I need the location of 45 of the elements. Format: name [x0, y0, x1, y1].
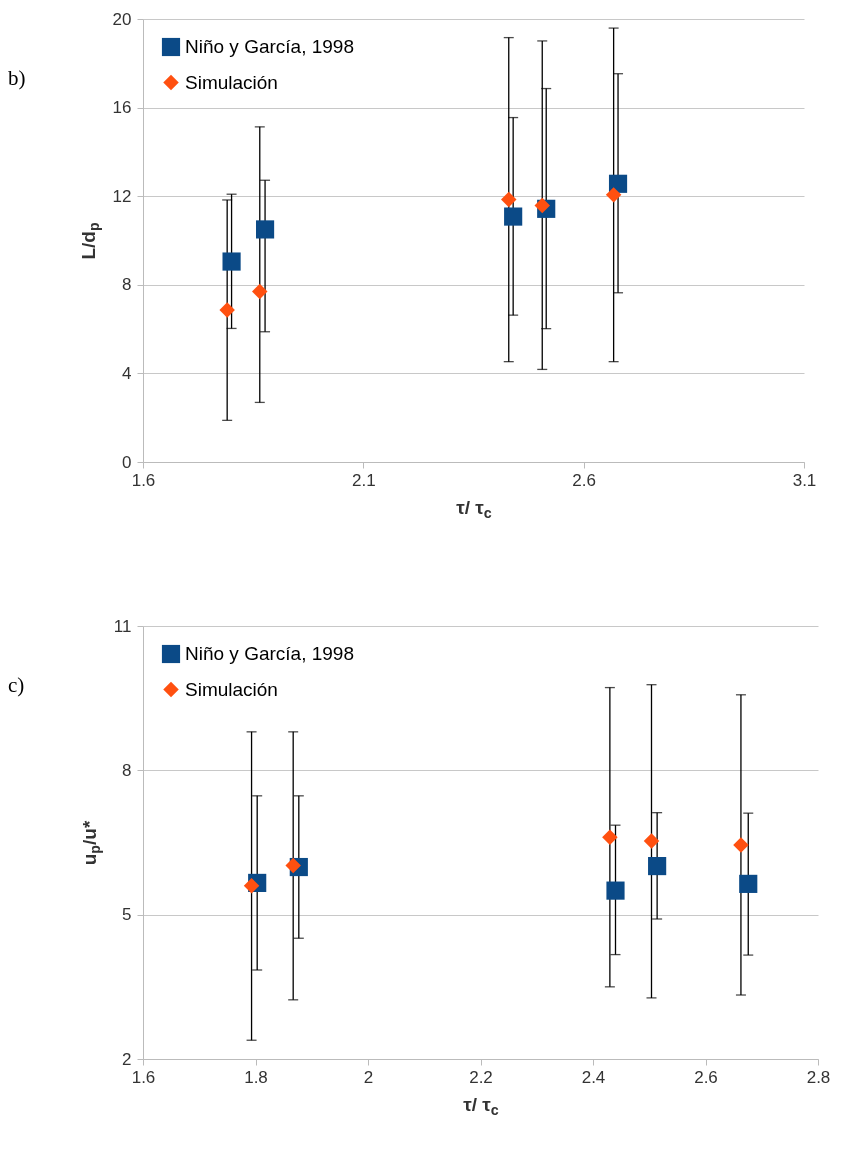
text: b): [8, 66, 26, 90]
x-tick-label: 2: [363, 1067, 374, 1087]
x-tick-label: 2.2: [469, 1067, 493, 1087]
point: [534, 197, 550, 214]
point: [606, 881, 625, 900]
x-tick-label: 1.8: [244, 1067, 268, 1087]
x-axis-title: τ/ τ$_{c}$: [456, 496, 492, 520]
y-tick-label: 12: [112, 186, 132, 206]
x-tick-label: 2.1: [352, 470, 376, 490]
x-tick-label: 2.6: [572, 470, 596, 490]
point: [219, 302, 235, 318]
y-tick-label: 0: [122, 452, 132, 472]
point: [222, 252, 241, 271]
point: [733, 837, 749, 853]
point: [602, 829, 618, 845]
point: [285, 857, 301, 874]
x-tick-label: 2.8: [806, 1067, 831, 1087]
legend-label: Simulación: [185, 678, 278, 700]
x-tick-label: 2.6: [694, 1067, 718, 1087]
point: [504, 207, 523, 226]
point: [739, 874, 758, 893]
x-tick-label: 2.4: [581, 1067, 606, 1087]
point: [243, 878, 260, 894]
legend-label: Niño y García, 1998: [185, 36, 354, 57]
x-tick-label: 3.1: [792, 470, 817, 490]
y-tick-label: 8: [122, 760, 132, 780]
y-tick-label: 8: [122, 275, 132, 295]
point: [252, 283, 268, 300]
point: [643, 833, 660, 849]
y-tick-label: 2: [122, 1049, 132, 1069]
point: [255, 220, 275, 239]
y-tick-label: 11: [113, 616, 132, 636]
x-axis-title: τ/ τ$_{c}$: [463, 1093, 499, 1117]
y-tick-label: 16: [112, 98, 132, 118]
y-tick-label: 20: [112, 9, 132, 29]
point: [605, 187, 622, 203]
x-tick-label: 1.6: [131, 1067, 156, 1087]
x-tick-label: 1.6: [131, 470, 156, 490]
legend-label: Niño y García, 1998: [185, 643, 354, 664]
point: [501, 191, 517, 208]
y-tick-label: 4: [122, 363, 132, 383]
point: [648, 856, 667, 876]
legend-label: Simulación: [185, 71, 278, 93]
text: c): [8, 673, 25, 697]
y-tick-label: 5: [122, 905, 132, 925]
